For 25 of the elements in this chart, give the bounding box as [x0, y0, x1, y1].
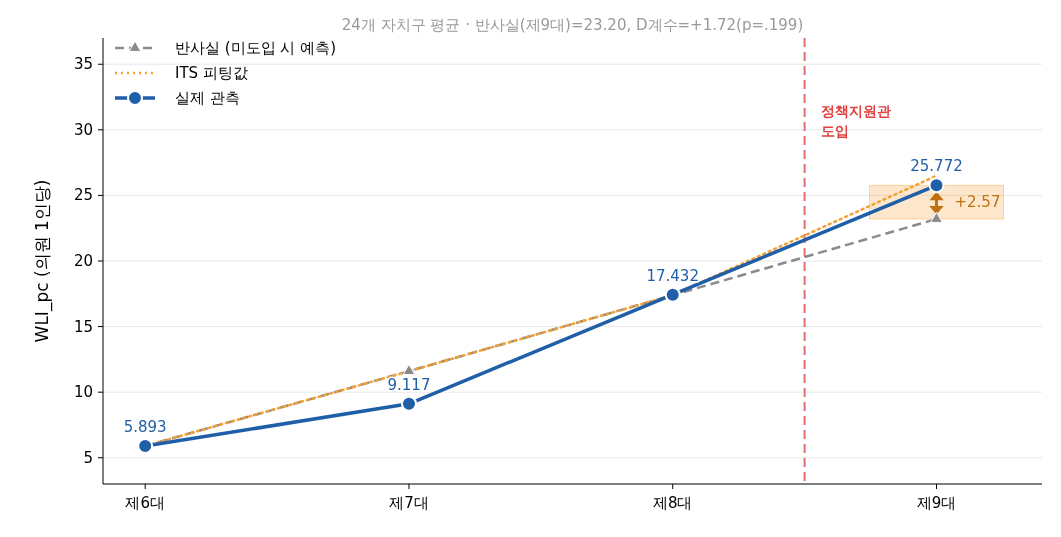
x-tick-label: 제8대 — [652, 494, 693, 512]
point — [400, 395, 417, 412]
y-tick-label: 35 — [73, 55, 93, 74]
annotation: +2.57 — [954, 193, 1001, 212]
data-label: 9.117 — [387, 375, 431, 394]
y-tick-label: 20 — [73, 252, 93, 270]
y-tick-label: 25 — [73, 186, 93, 205]
point — [664, 286, 681, 303]
y-tick-label: 10 — [73, 383, 93, 402]
legend-label: 실제 관측 — [175, 89, 240, 107]
x-tick-label: 제9대 — [916, 494, 957, 512]
legend-label: ITS 피팅값 — [175, 64, 248, 82]
y-tick-label: 5 — [83, 448, 93, 467]
data-label: 25.772 — [910, 157, 963, 176]
legend-label: 반사실 (미도입 시 예측) — [175, 39, 337, 57]
annotation: 정책지원관 도입 — [820, 103, 891, 139]
y-tick-label: 15 — [73, 317, 93, 336]
x-tick-label: 제6대 — [125, 494, 165, 512]
data-label: 5.893 — [123, 418, 167, 437]
y-tick-label: 30 — [73, 120, 93, 139]
data-label: 17.432 — [646, 266, 699, 285]
chart-title: 24개 자치구 평균 · 반사실(제9대)=23.20, D계수=+1.72(p=.199) — [341, 16, 804, 34]
y-axis-title: WLI_pc (의원 1인당) — [32, 179, 53, 343]
x-tick-label: 제7대 — [389, 494, 429, 512]
point — [928, 177, 945, 194]
